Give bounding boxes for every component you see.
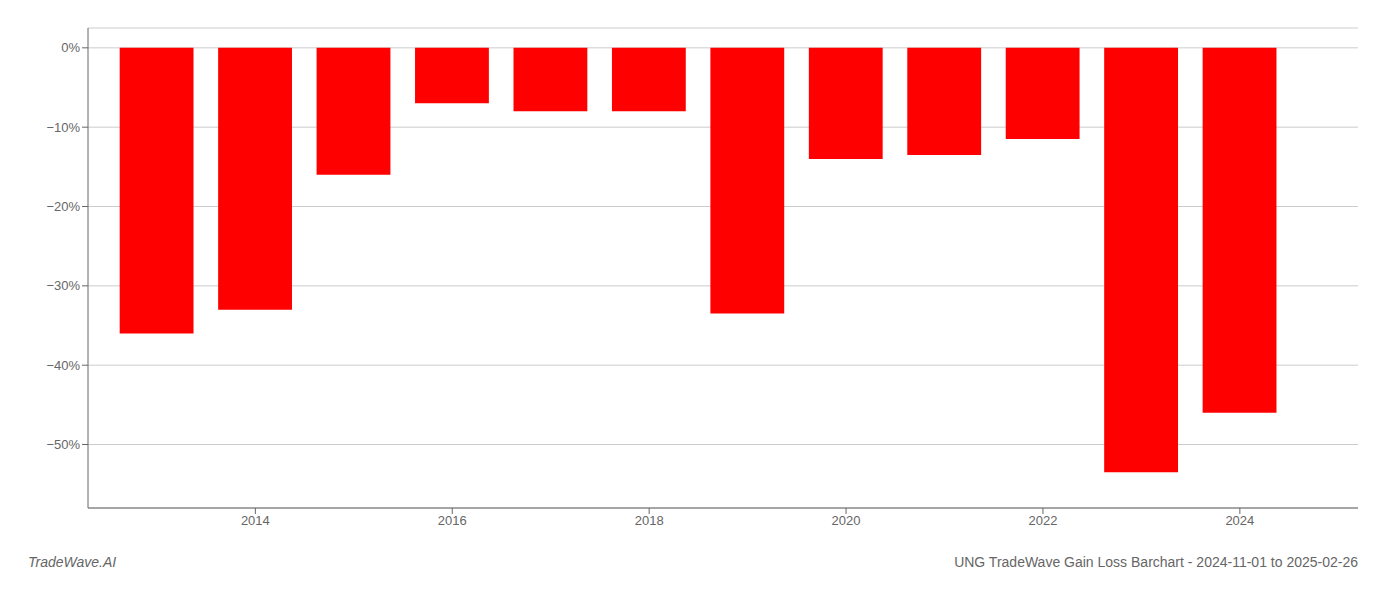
- svg-text:−30%: −30%: [46, 278, 80, 293]
- svg-text:0%: 0%: [61, 40, 80, 55]
- svg-text:2022: 2022: [1029, 513, 1058, 528]
- svg-text:2016: 2016: [438, 513, 467, 528]
- svg-text:−20%: −20%: [46, 199, 80, 214]
- svg-text:−40%: −40%: [46, 358, 80, 373]
- svg-text:2024: 2024: [1225, 513, 1254, 528]
- html-text:TradeWave.AI: TradeWave.AI: [28, 554, 117, 570]
- svg-text:2020: 2020: [832, 513, 861, 528]
- svg-text:−10%: −10%: [46, 120, 80, 135]
- svg-text:2018: 2018: [635, 513, 664, 528]
- html-text:UNG TradeWave Gain Loss Barcha: UNG TradeWave Gain Loss Barchart - 2024-…: [954, 554, 1358, 570]
- svg-text:2014: 2014: [241, 513, 270, 528]
- svg-text:−50%: −50%: [46, 437, 80, 452]
